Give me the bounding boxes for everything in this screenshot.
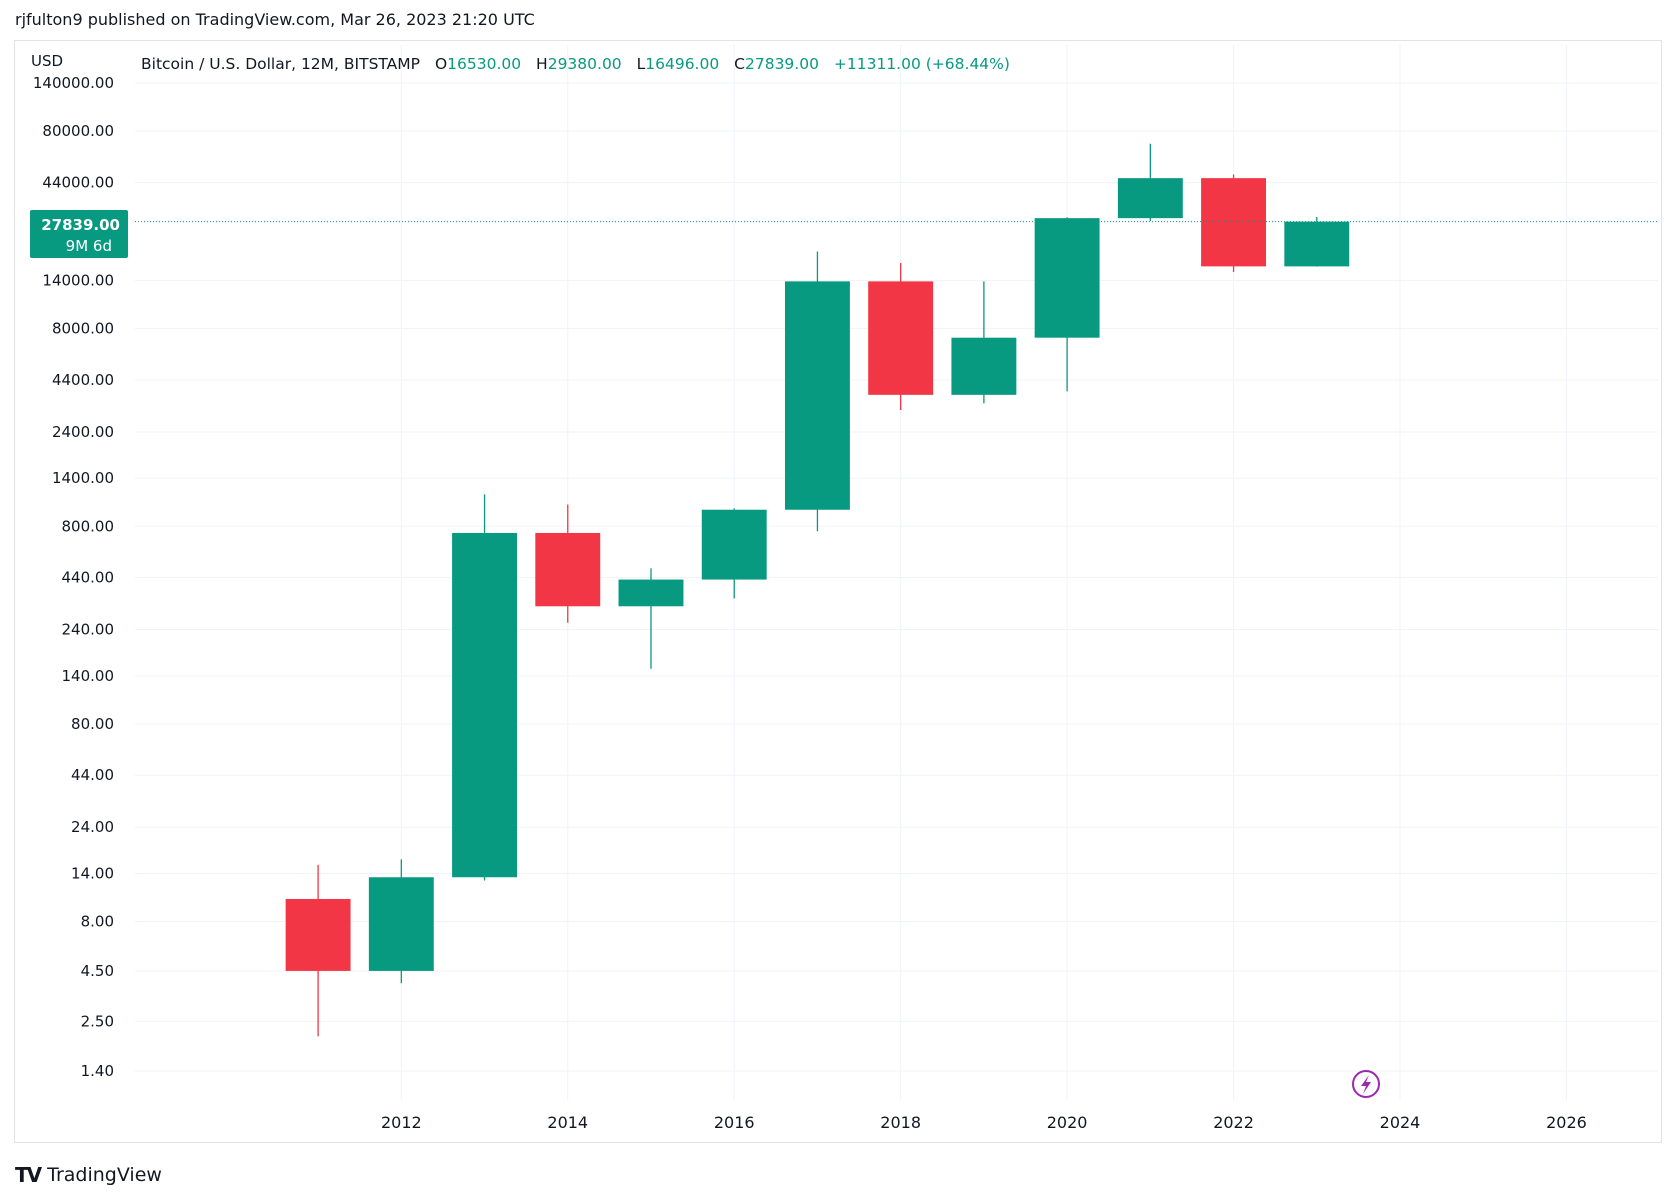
candle-body <box>1284 221 1350 267</box>
lightning-icon[interactable] <box>1352 1070 1380 1098</box>
y-tick-label: 4.50 <box>81 962 114 980</box>
candle-2011 <box>285 864 351 1037</box>
candle-2019 <box>951 281 1017 404</box>
y-tick-label: 24.00 <box>71 818 114 836</box>
chart-frame <box>14 40 1662 1143</box>
ohlc-legend: Bitcoin / U.S. Dollar, 12M, BITSTAMP O16… <box>141 55 1010 73</box>
candle-2021 <box>1117 143 1183 221</box>
svg-text:Bitcoin / U.S. Dollar, 12M, BI: Bitcoin / U.S. Dollar, 12M, BITSTAMP O16… <box>141 55 1010 73</box>
legend-high-value: 29380.00 <box>548 55 622 73</box>
candle-body <box>1034 218 1100 338</box>
y-tick-label: 44.00 <box>71 766 114 784</box>
candle-2020 <box>1034 217 1100 392</box>
candle-body <box>868 281 934 395</box>
x-tick-label: 2016 <box>714 1113 755 1132</box>
y-axis[interactable]: USD 140000.00 80000.00 44000.00 14000.00 800… <box>31 52 114 1080</box>
candle-body <box>368 877 434 971</box>
y-tick-label: 2400.00 <box>52 423 114 441</box>
candle-body <box>535 532 601 607</box>
x-tick-label: 2026 <box>1546 1113 1587 1132</box>
legend-open-value: 16530.00 <box>447 55 521 73</box>
candles <box>285 143 1350 1037</box>
x-tick-label: 2020 <box>1047 1113 1088 1132</box>
y-tick-label: 80.00 <box>71 715 114 733</box>
y-tick-label: 8.00 <box>81 913 114 931</box>
price-tag-value: 27839.00 <box>41 216 120 234</box>
y-tick-label: 2.50 <box>81 1012 114 1030</box>
candle-2022 <box>1201 174 1267 272</box>
publish-info: rjfulton9 published on TradingView.com, … <box>15 10 535 29</box>
y-tick-label: 140000.00 <box>33 74 114 92</box>
y-tick-label: 4400.00 <box>52 371 114 389</box>
candle-body <box>784 281 850 510</box>
y-tick-label: 1.40 <box>81 1062 114 1080</box>
candle-body <box>285 899 351 971</box>
legend-high-label: H <box>536 55 548 73</box>
candle-2018 <box>868 262 934 411</box>
legend-close-label: C <box>734 55 745 73</box>
y-tick-label: 14.00 <box>71 864 114 882</box>
y-tick-label: 440.00 <box>62 569 115 587</box>
price-tag[interactable]: 27839.00 9M 6d <box>30 210 128 258</box>
y-axis-unit-label: USD <box>31 52 63 70</box>
grid-lines <box>135 45 1658 1100</box>
tradingview-brand[interactable]: TV TradingView <box>15 1163 162 1187</box>
candle-body <box>1117 178 1183 219</box>
candle-2017 <box>784 251 850 532</box>
price-tag-countdown: 9M 6d <box>66 237 112 255</box>
candle-2014 <box>535 504 601 623</box>
x-tick-label: 2024 <box>1380 1113 1421 1132</box>
legend-low-value: 16496.00 <box>645 55 719 73</box>
tradingview-brand-label: TradingView <box>47 1164 162 1186</box>
legend-symbol: Bitcoin / U.S. Dollar, 12M, BITSTAMP <box>141 55 420 73</box>
legend-change: +11311.00 (+68.44%) <box>834 55 1010 73</box>
candle-2023 <box>1284 217 1350 267</box>
y-tick-label: 44000.00 <box>42 173 114 191</box>
candle-2013 <box>452 494 517 881</box>
legend-low-label: L <box>637 55 646 73</box>
x-axis[interactable]: 2012 2014 2016 2018 2020 2022 2024 2026 <box>381 1113 1587 1132</box>
x-tick-label: 2022 <box>1213 1113 1254 1132</box>
candle-body <box>618 579 684 607</box>
legend-open-label: O <box>435 55 447 73</box>
x-tick-label: 2012 <box>381 1113 422 1132</box>
x-tick-label: 2018 <box>880 1113 921 1132</box>
tradingview-logo-icon: TV <box>15 1163 42 1187</box>
y-tick-label: 140.00 <box>62 667 115 685</box>
y-tick-label: 8000.00 <box>52 320 114 338</box>
candle-body <box>1201 178 1267 267</box>
y-tick-label: 80000.00 <box>42 122 114 140</box>
y-tick-label: 14000.00 <box>42 272 114 290</box>
candle-2016 <box>701 508 767 599</box>
candle-body <box>452 532 517 878</box>
candle-body <box>951 337 1017 395</box>
x-tick-label: 2014 <box>547 1113 588 1132</box>
legend-close-value: 27839.00 <box>745 55 819 73</box>
candle-body <box>701 509 767 580</box>
candle-2015 <box>618 568 684 669</box>
y-tick-label: 1400.00 <box>52 469 114 487</box>
y-tick-label: 240.00 <box>62 621 115 639</box>
y-tick-label: 800.00 <box>62 517 115 535</box>
candle-2012 <box>368 859 434 984</box>
